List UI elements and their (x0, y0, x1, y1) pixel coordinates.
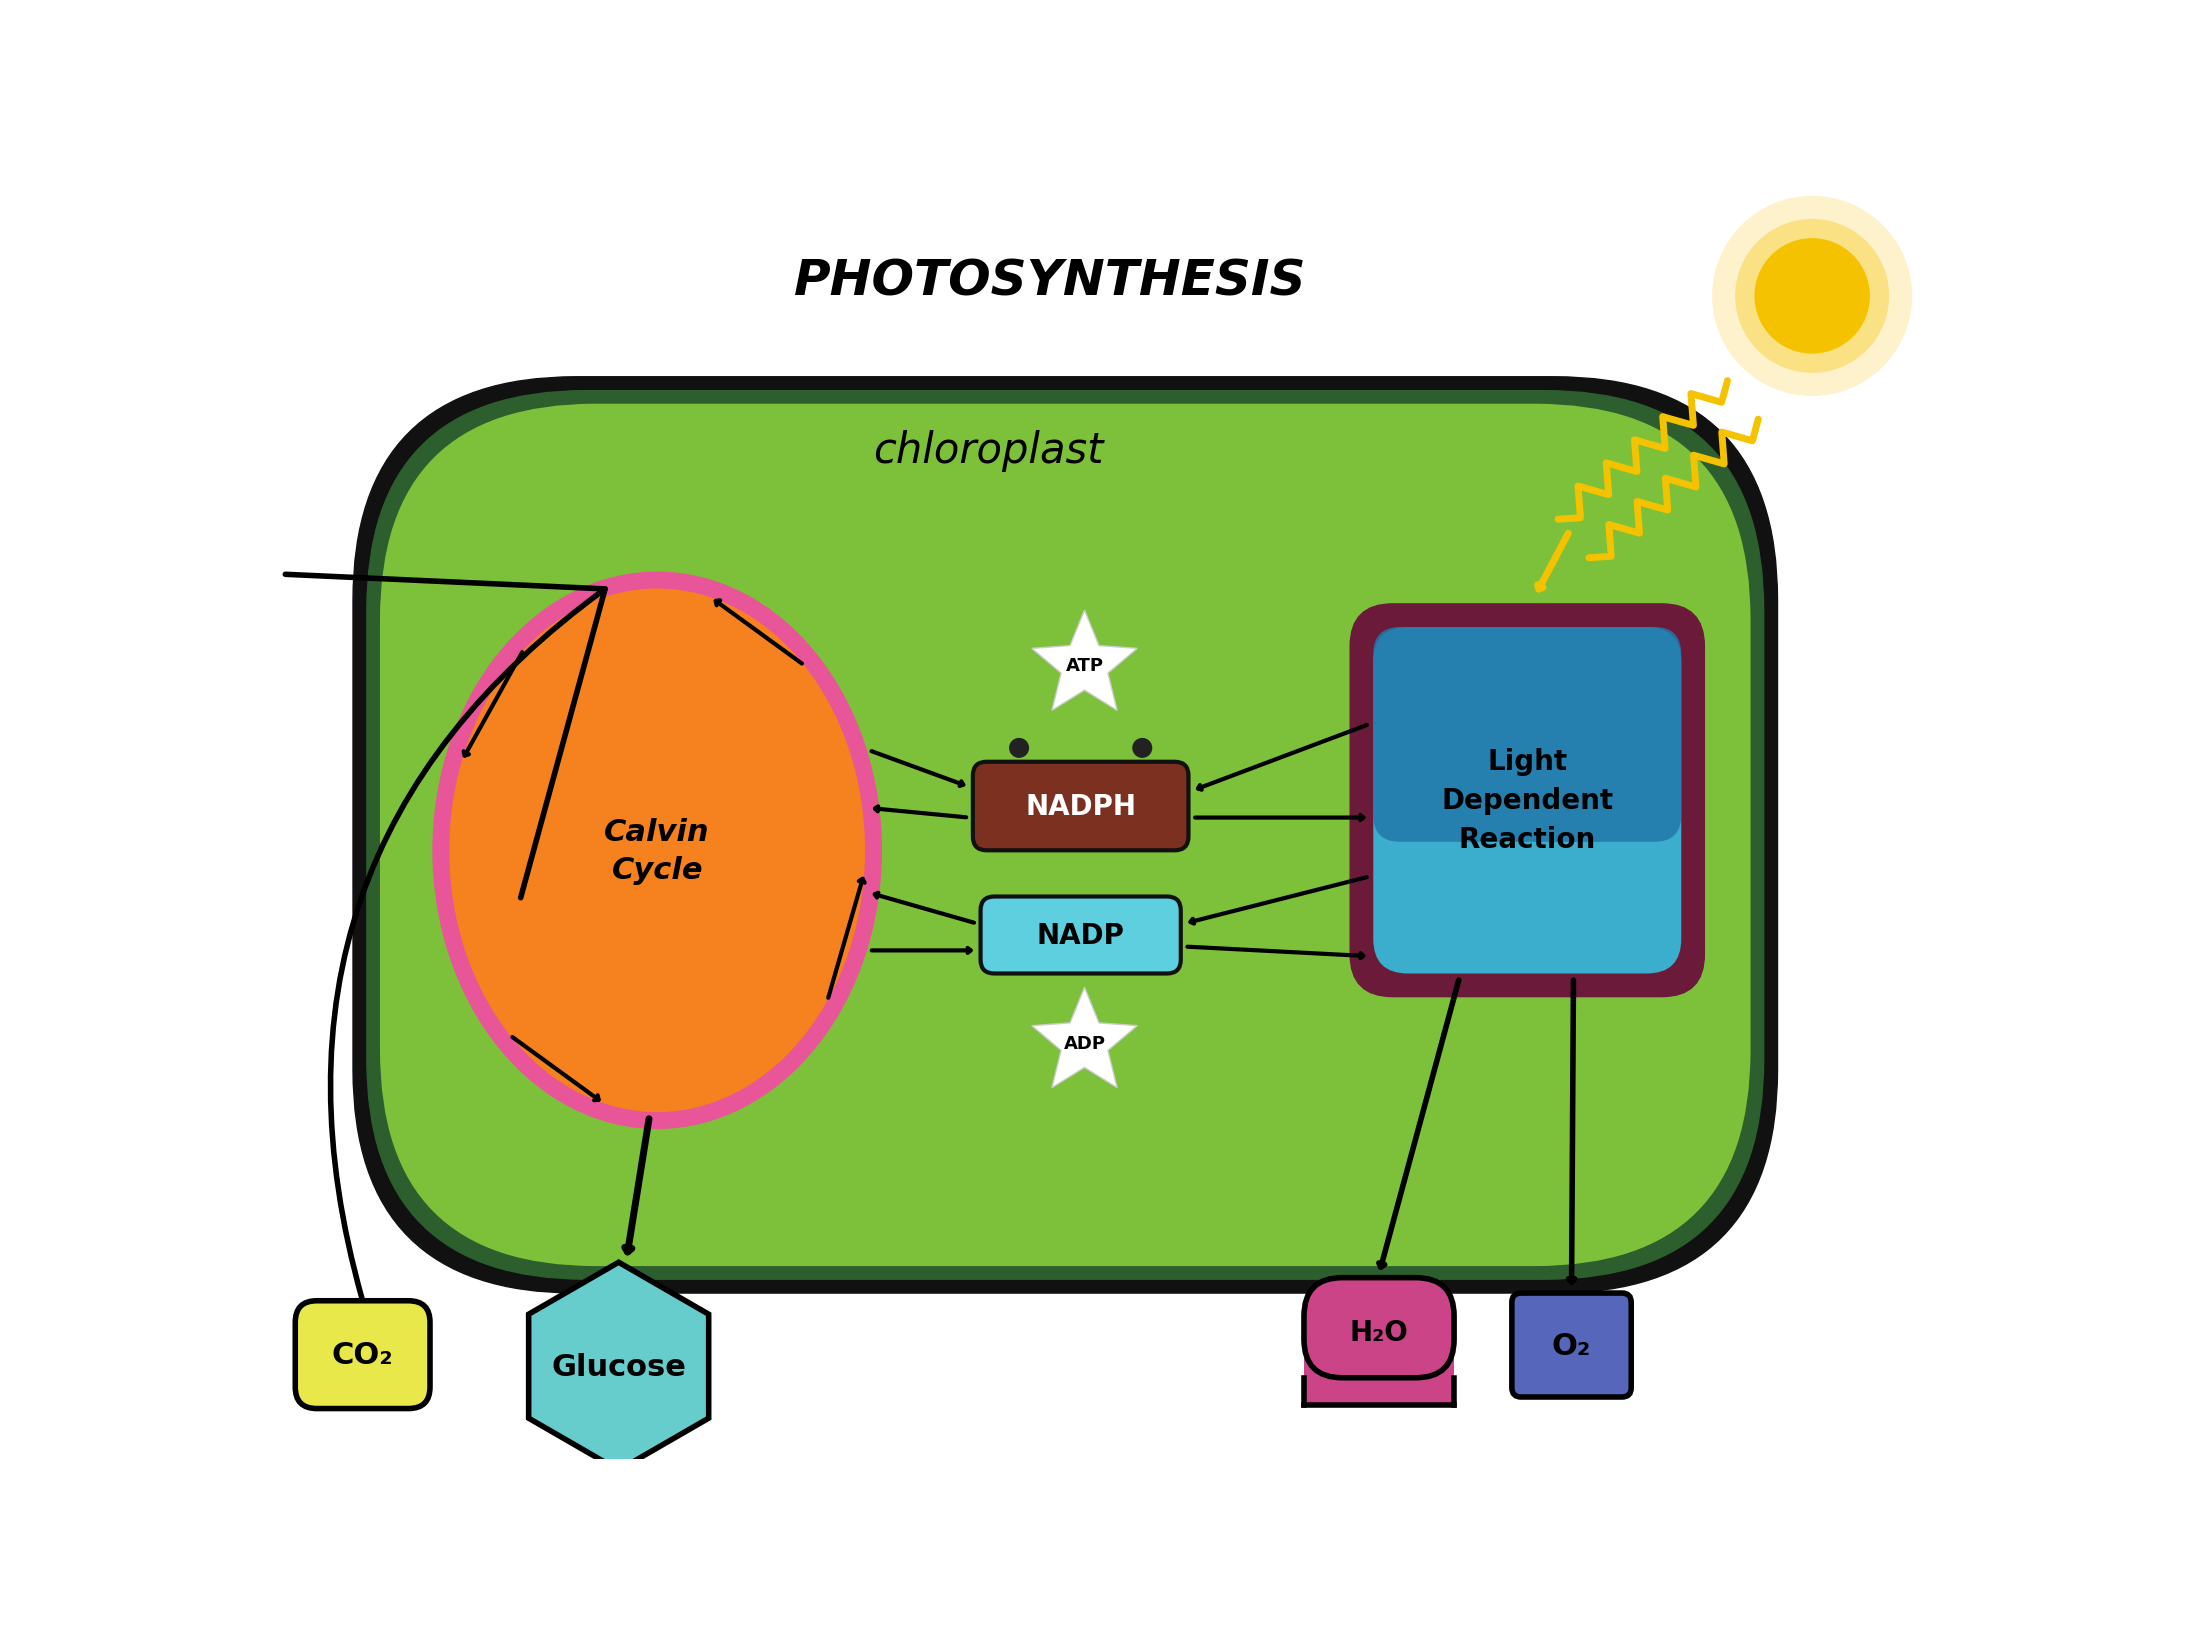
Text: H₂O: H₂O (1350, 1318, 1409, 1346)
Text: O₂: O₂ (1552, 1331, 1591, 1360)
Text: chloroplast: chloroplast (874, 429, 1104, 472)
Circle shape (1736, 220, 1890, 374)
FancyBboxPatch shape (1304, 1278, 1453, 1378)
Text: CO₂: CO₂ (331, 1341, 393, 1369)
Polygon shape (529, 1262, 709, 1470)
FancyBboxPatch shape (1374, 628, 1681, 974)
FancyBboxPatch shape (1350, 605, 1703, 997)
Text: Calvin
Cycle: Calvin Cycle (604, 818, 709, 885)
Circle shape (1133, 739, 1152, 759)
Ellipse shape (450, 588, 865, 1113)
Text: PHOTOSYNTHESIS: PHOTOSYNTHESIS (795, 257, 1306, 305)
FancyArrowPatch shape (285, 575, 606, 1298)
Circle shape (1754, 239, 1870, 354)
Text: ATP: ATP (1065, 657, 1104, 675)
FancyBboxPatch shape (353, 377, 1778, 1293)
Text: NADPH: NADPH (1025, 793, 1137, 821)
Text: Light
Dependent
Reaction: Light Dependent Reaction (1442, 747, 1613, 854)
Ellipse shape (432, 572, 882, 1129)
Circle shape (1712, 197, 1912, 397)
FancyBboxPatch shape (972, 762, 1187, 851)
Polygon shape (1032, 611, 1137, 711)
Text: Glucose: Glucose (551, 1352, 687, 1380)
Text: ADP: ADP (1065, 1034, 1106, 1052)
FancyBboxPatch shape (296, 1301, 430, 1408)
FancyBboxPatch shape (367, 392, 1763, 1280)
FancyBboxPatch shape (1512, 1293, 1631, 1396)
Circle shape (1010, 739, 1029, 759)
Polygon shape (1032, 988, 1137, 1088)
FancyBboxPatch shape (380, 405, 1752, 1267)
FancyBboxPatch shape (981, 897, 1181, 974)
Bar (1304, 1347, 1453, 1405)
Text: NADP: NADP (1036, 921, 1124, 949)
FancyBboxPatch shape (1374, 628, 1681, 842)
